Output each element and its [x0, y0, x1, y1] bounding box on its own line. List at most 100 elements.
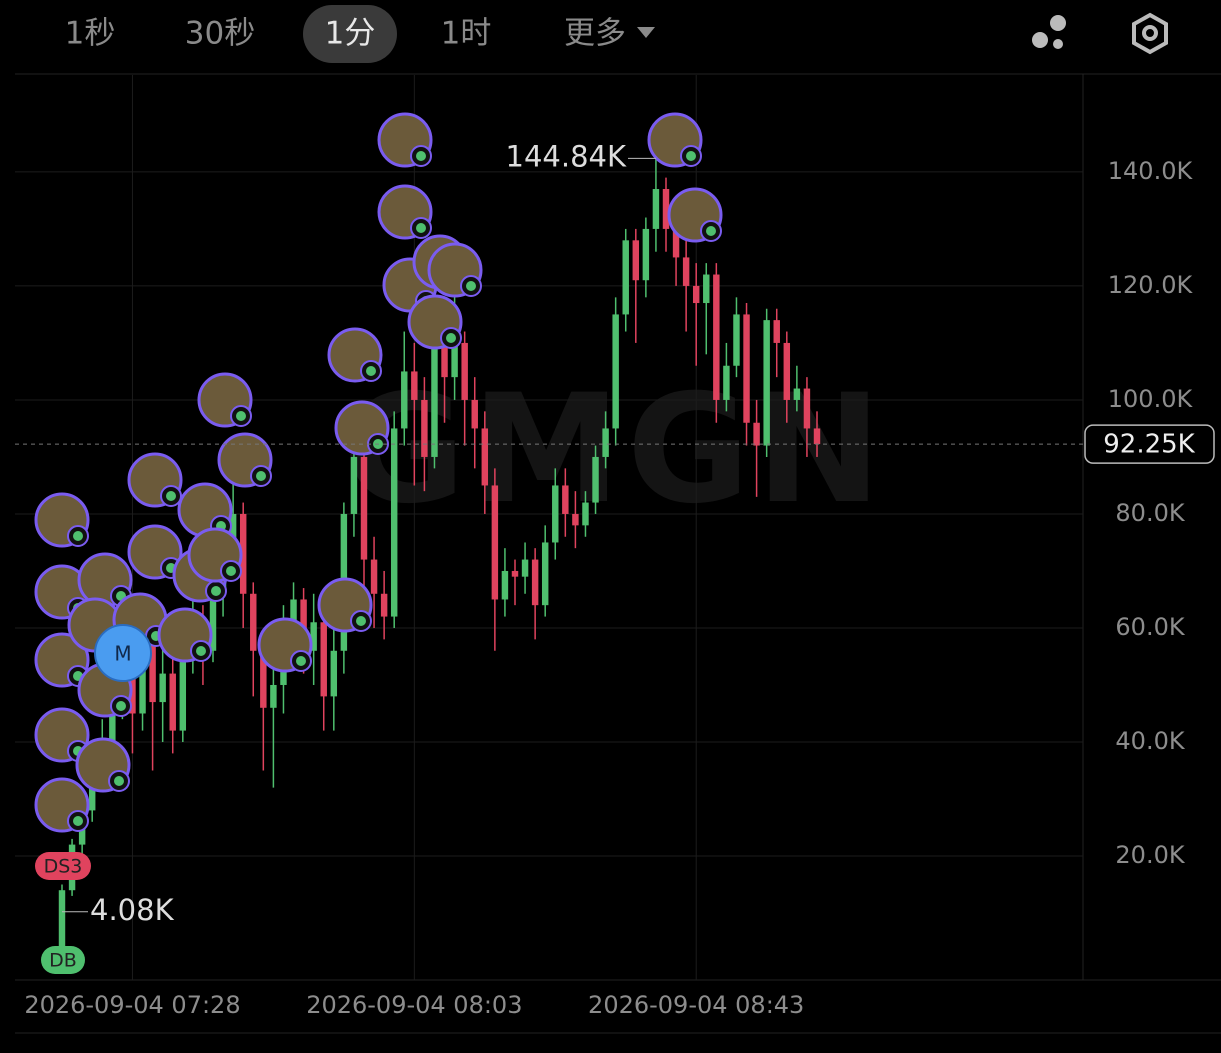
- more-tab[interactable]: 更多: [564, 16, 626, 52]
- badge-icon: [686, 151, 696, 161]
- badge-icon: [116, 701, 126, 711]
- candle-body: [149, 639, 156, 703]
- marker-ds3: [35, 852, 91, 880]
- candle-body: [390, 428, 398, 617]
- candle-body: [320, 622, 327, 697]
- y-tick-label: 60.0K: [1115, 613, 1185, 641]
- candle-body: [602, 428, 609, 457]
- candle-body: [743, 314, 750, 423]
- current-price-label: 92.25K: [1103, 430, 1195, 460]
- x-tick-label: 2026-09-04 08:03: [306, 991, 522, 1019]
- candle-body: [350, 456, 358, 514]
- candle-body: [552, 485, 559, 543]
- candle-body: [239, 513, 247, 594]
- candle-body: [773, 320, 780, 343]
- candle-body: [270, 684, 277, 708]
- candle-body: [250, 593, 257, 651]
- candle-body: [501, 570, 509, 600]
- candle-body: [682, 257, 690, 286]
- candle-body: [783, 342, 791, 400]
- candle-body: [169, 673, 176, 731]
- candle-body: [692, 285, 700, 304]
- y-tick-label: 100.0K: [1108, 385, 1194, 413]
- layers-icon[interactable]: [1032, 15, 1066, 49]
- marker-db: [41, 946, 85, 974]
- candle-body: [592, 456, 599, 503]
- candle-body: [622, 240, 629, 315]
- candle-body: [572, 513, 579, 526]
- x-tick-label: 2026-09-04 08:43: [588, 991, 804, 1019]
- candle-body: [471, 399, 478, 429]
- candle-body: [451, 342, 458, 378]
- candle-body: [431, 342, 438, 457]
- candle-body: [330, 650, 338, 697]
- candle-body: [723, 365, 730, 400]
- candle-body: [713, 274, 720, 400]
- candle-body: [179, 656, 187, 731]
- candle-body: [401, 371, 408, 429]
- badge-icon: [356, 616, 366, 626]
- candle-body: [652, 189, 660, 229]
- candle-body: [129, 673, 136, 714]
- active-tab-pill: [303, 5, 397, 63]
- badge-icon: [114, 776, 124, 786]
- candle-body: [612, 314, 619, 429]
- candle-body: [421, 399, 428, 457]
- badge-icon: [466, 281, 476, 291]
- candle-body: [58, 890, 66, 947]
- badge-icon: [416, 223, 426, 233]
- candle-body: [803, 388, 811, 429]
- marker-m: [94, 624, 152, 682]
- plot: GMGN20.0K40.0K60.0K80.0K100.0K120.0K140.…: [15, 75, 1215, 1019]
- settings-icon[interactable]: [1132, 12, 1168, 55]
- candle-body: [441, 342, 448, 378]
- candle-body: [380, 593, 388, 617]
- current-price-box: [1084, 424, 1215, 464]
- y-tick-label: 80.0K: [1115, 499, 1185, 527]
- candle-body: [541, 542, 549, 606]
- high-label: 144.84K: [506, 139, 627, 173]
- candle-body: [672, 228, 680, 258]
- candle-body: [733, 314, 740, 366]
- candle-body: [562, 485, 569, 514]
- badge-icon: [256, 471, 266, 481]
- candle-body: [370, 559, 378, 594]
- badge-icon: [211, 586, 221, 596]
- interval-tab[interactable]: 1分: [325, 16, 376, 52]
- badge-icon: [446, 333, 456, 343]
- candle-body: [209, 593, 217, 651]
- badge-icon: [196, 646, 206, 656]
- candle-body: [793, 388, 801, 400]
- badge-icon: [416, 151, 426, 161]
- y-tick-label: 20.0K: [1115, 841, 1185, 869]
- candle-body: [763, 320, 770, 446]
- candle-body: [703, 274, 710, 304]
- candle-body: [229, 513, 237, 549]
- candle-body: [260, 650, 267, 708]
- badge-icon: [73, 816, 83, 826]
- interval-tab[interactable]: 1时: [441, 16, 492, 52]
- candle-body: [411, 371, 418, 400]
- candle-body: [753, 422, 760, 446]
- badge-icon: [166, 491, 176, 501]
- badge-icon: [73, 531, 83, 541]
- interval-tab[interactable]: 30秒: [185, 16, 255, 52]
- candle-body: [491, 485, 499, 600]
- badge-icon: [706, 226, 716, 236]
- candle-body: [481, 428, 489, 486]
- candle-body: [662, 189, 670, 229]
- low-label: 4.08K: [90, 893, 175, 927]
- y-tick-label: 140.0K: [1108, 157, 1194, 185]
- interval-tab[interactable]: 1秒: [65, 16, 116, 52]
- marker-db-label: DB: [49, 950, 77, 972]
- candle-body: [360, 456, 368, 560]
- candle-body: [521, 559, 529, 577]
- candle-body: [290, 599, 297, 628]
- candle-body: [88, 770, 96, 811]
- dropdown-arrow[interactable]: [637, 27, 655, 38]
- candle-body: [531, 559, 539, 606]
- candle-body: [511, 570, 519, 577]
- candle-body: [310, 622, 317, 651]
- marker-m-label: M: [114, 642, 131, 666]
